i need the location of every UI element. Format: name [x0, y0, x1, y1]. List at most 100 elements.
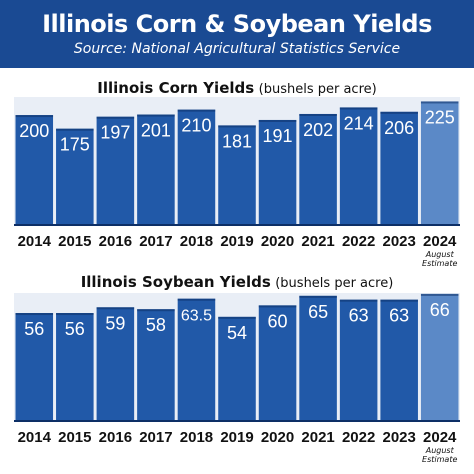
- header-banner: Illinois Corn & Soybean Yields Source: N…: [0, 0, 474, 68]
- corn-category-label: 2023: [382, 233, 415, 250]
- soybean-chart-title-text: Illinois Soybean Yields: [80, 273, 271, 291]
- corn-category-label: 2018: [180, 233, 213, 250]
- corn-bar: [177, 109, 216, 224]
- corn-bar: [218, 125, 256, 224]
- corn-bar-cap: [137, 114, 175, 117]
- soybean-value-label: 63: [389, 306, 409, 326]
- soybean-bar-cap: [137, 309, 175, 312]
- soybean-value-label: 65: [308, 302, 328, 322]
- corn-value-label: 181: [222, 131, 252, 151]
- corn-category-label: 2019: [220, 233, 253, 250]
- soybean-estimate-note: August: [425, 446, 455, 455]
- soybean-bar: [177, 298, 216, 420]
- soybean-bar: [339, 299, 378, 420]
- soybean-category-label: 2016: [99, 429, 132, 446]
- soybean-chart-title: Illinois Soybean Yields (bushels per acr…: [0, 273, 474, 292]
- corn-bar-cap: [380, 111, 418, 114]
- soybean-bar-cap: [177, 298, 216, 301]
- soybean-category-label: 2015: [58, 429, 91, 446]
- corn-bar-cap: [177, 109, 216, 112]
- soybean-category-label: 2023: [382, 429, 415, 446]
- corn-value-label: 202: [303, 120, 333, 140]
- corn-category-label: 2017: [139, 233, 172, 250]
- soybean-bar: [380, 299, 418, 420]
- soybean-category-label: 2020: [261, 429, 294, 446]
- corn-bar: [299, 113, 337, 224]
- corn-bar: [96, 116, 135, 224]
- corn-value-label: 210: [181, 116, 211, 136]
- soybean-value-label: 56: [24, 319, 44, 339]
- soybean-category-label: 2017: [139, 429, 172, 446]
- corn-bar-cap: [258, 119, 297, 122]
- soybean-bar: [15, 313, 54, 420]
- soybean-axis-baseline: [14, 420, 460, 422]
- corn-chart-title-text: Illinois Corn Yields: [97, 79, 255, 97]
- soybean-bar-cap: [96, 307, 135, 310]
- corn-value-label: 206: [384, 118, 414, 138]
- corn-value-label: 191: [263, 126, 293, 146]
- soybean-category-label: 2021: [301, 429, 334, 446]
- soybean-bar: [56, 313, 94, 420]
- soybean-bar-cap: [380, 299, 418, 302]
- corn-value-label: 201: [141, 121, 171, 141]
- corn-bar: [56, 128, 94, 224]
- corn-bar: [420, 101, 459, 224]
- corn-category-label: 2016: [99, 233, 132, 250]
- soybean-bar: [299, 295, 337, 420]
- soybean-category-label: 2024: [423, 429, 457, 446]
- soybean-value-label: 56: [65, 319, 85, 339]
- soybean-bar: [137, 309, 175, 420]
- corn-bar-cap: [15, 115, 54, 118]
- soybean-value-label: 54: [227, 323, 247, 343]
- corn-category-label: 2024: [423, 233, 457, 250]
- corn-bar: [137, 114, 175, 224]
- soybean-bar-cap: [299, 295, 337, 298]
- soybean-category-label: 2022: [342, 429, 375, 446]
- corn-category-label: 2015: [58, 233, 91, 250]
- soybean-value-label: 63: [349, 306, 369, 326]
- corn-bar: [380, 111, 418, 224]
- corn-category-label: 2020: [261, 233, 294, 250]
- corn-value-label: 197: [100, 123, 130, 143]
- corn-value-label: 200: [19, 121, 49, 141]
- corn-bar: [339, 107, 378, 224]
- corn-bar-cap: [56, 128, 94, 131]
- soybean-value-label: 58: [146, 315, 166, 335]
- soybean-value-label: 59: [105, 313, 125, 333]
- corn-category-label: 2021: [301, 233, 334, 250]
- soybean-bar-cap: [258, 305, 297, 308]
- corn-axis-baseline: [14, 224, 460, 226]
- corn-bar-cap: [96, 116, 135, 119]
- corn-value-label: 175: [60, 135, 90, 155]
- corn-bar: [258, 119, 297, 224]
- corn-estimate-note: Estimate: [422, 259, 457, 268]
- corn-bar-cap: [218, 125, 256, 128]
- corn-bar-cap: [299, 113, 337, 116]
- soybean-value-label: 63.5: [181, 308, 212, 325]
- soybean-category-label: 2018: [180, 429, 213, 446]
- corn-chart-title: Illinois Corn Yields (bushels per acre): [0, 79, 474, 98]
- soybean-category-label: 2014: [18, 429, 52, 446]
- soybean-bar-cap: [56, 313, 94, 316]
- corn-value-label: 225: [425, 107, 455, 127]
- corn-bar-cap: [339, 107, 378, 110]
- soybean-chart-unit: (bushels per acre): [275, 276, 394, 291]
- soybean-bar: [420, 293, 459, 420]
- soybean-value-label: 66: [430, 300, 450, 320]
- corn-bar: [15, 115, 54, 224]
- corn-category-label: 2014: [18, 233, 52, 250]
- soybean-bar: [96, 307, 135, 420]
- corn-category-label: 2022: [342, 233, 375, 250]
- soybean-bar: [258, 305, 297, 420]
- soybean-bar-cap: [420, 293, 459, 296]
- soybean-value-label: 60: [268, 311, 288, 331]
- source-line: Source: National Agricultural Statistics…: [73, 41, 401, 57]
- soybean-bar-cap: [15, 313, 54, 316]
- corn-chart-unit: (bushels per acre): [258, 82, 377, 97]
- page-title: Illinois Corn & Soybean Yields: [42, 10, 432, 38]
- soybean-bar: [218, 316, 256, 420]
- corn-estimate-note: August: [425, 250, 455, 259]
- corn-value-label: 214: [344, 113, 374, 133]
- corn-bar-cap: [420, 101, 459, 104]
